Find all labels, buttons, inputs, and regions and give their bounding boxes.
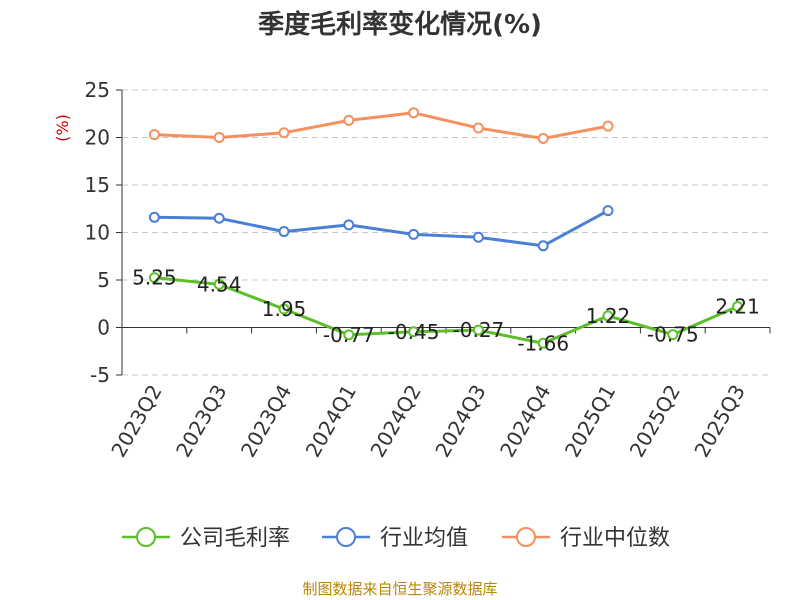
data-label: 2.21	[715, 295, 760, 319]
series-line-1	[154, 209, 609, 248]
data-point	[148, 129, 160, 141]
data-point	[213, 132, 225, 143]
data-point	[667, 329, 679, 341]
data-point	[278, 127, 290, 139]
series-line-2	[154, 111, 609, 140]
x-tick-label: 2025Q2	[625, 381, 685, 462]
legend-swatch-marker	[136, 527, 156, 547]
data-point	[343, 114, 355, 126]
legend-label: 公司毛利率	[180, 526, 290, 551]
x-tick-label: 2025Q3	[689, 381, 749, 462]
y-tick-label: 15	[85, 173, 110, 197]
data-point	[537, 132, 549, 144]
data-point	[148, 211, 160, 223]
axes	[116, 89, 771, 376]
source-note: 制图数据来自恒生聚源数据库	[302, 580, 497, 598]
gridlines	[122, 89, 770, 376]
y-tick-label: 10	[85, 221, 110, 245]
data-point	[278, 226, 290, 238]
legend-label: 行业中位数	[560, 526, 670, 551]
y-tick-label: -5	[90, 363, 110, 387]
data-point	[408, 228, 420, 240]
data-point	[602, 205, 614, 217]
data-label: 5.25	[132, 266, 177, 290]
data-label: 4.54	[197, 272, 242, 296]
data-point	[537, 337, 549, 349]
legend-swatch-marker	[336, 527, 356, 547]
data-point	[602, 310, 614, 322]
data-point	[213, 278, 225, 290]
legend-label: 行业均值	[380, 526, 468, 551]
data-point	[472, 122, 484, 134]
data-label: -1.66	[517, 331, 569, 355]
data-point	[408, 326, 420, 338]
legend-swatch-marker	[516, 527, 536, 547]
chart-title: 季度毛利率变化情况(%)	[258, 9, 542, 40]
data-point	[472, 324, 484, 336]
x-tick-label: 2024Q2	[365, 381, 425, 462]
data-label: -0.77	[323, 323, 375, 347]
y-tick-label: 20	[85, 126, 110, 150]
y-tick-label: 0	[97, 316, 110, 340]
data-label: -0.27	[453, 318, 505, 342]
data-label: 1.22	[586, 304, 631, 328]
data-labels: 5.25 4.54 1.95 -0.77 -0.45 -0.27 -1.66 1.22 -0.7…	[132, 266, 760, 356]
data-label: 1.95	[262, 297, 307, 321]
data-point	[148, 272, 160, 284]
data-label: -0.75	[647, 323, 699, 347]
series-layer	[148, 107, 744, 349]
data-point	[343, 329, 355, 341]
x-tick-label: 2023Q3	[171, 381, 231, 462]
x-tick-label: 2024Q1	[301, 381, 361, 462]
data-label: -0.45	[388, 320, 440, 344]
data-point	[602, 120, 614, 132]
y-tick-label: 25	[85, 78, 110, 102]
data-point	[472, 231, 484, 243]
x-tick-label: 2025Q1	[560, 381, 620, 462]
legend: 公司毛利率 行业均值 行业中位数	[122, 526, 670, 551]
data-point	[537, 240, 549, 252]
y-tick-label: 5	[97, 268, 110, 292]
data-point	[278, 303, 290, 315]
data-point	[343, 219, 355, 231]
data-point	[213, 212, 225, 224]
x-tick-label: 2024Q4	[495, 381, 555, 462]
data-point	[408, 107, 420, 119]
y-axis-label: (%)	[53, 114, 72, 142]
data-point	[732, 301, 744, 313]
series-line-0	[154, 276, 739, 345]
x-tick-label: 2024Q3	[430, 381, 490, 462]
x-tick-label: 2023Q4	[236, 381, 296, 462]
x-tick-label: 2023Q2	[106, 381, 166, 462]
